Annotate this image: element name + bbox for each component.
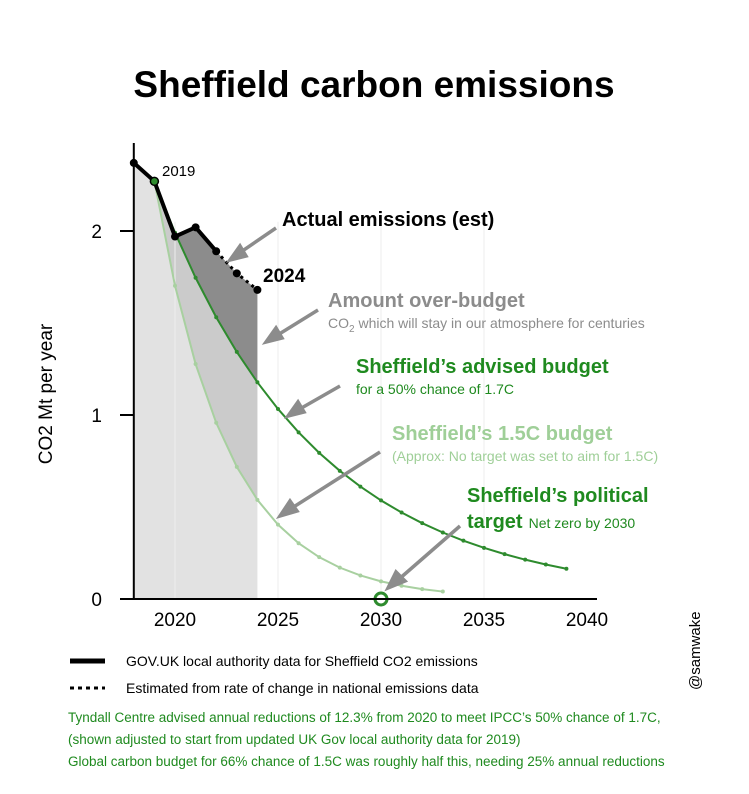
- annotation-overbudget-sub: CO2 which will stay in our atmosphere fo…: [328, 315, 645, 335]
- note-1: Tyndall Centre advised annual reductions…: [68, 710, 661, 725]
- arrow-head-15c: [275, 497, 300, 520]
- point-advised-2032: [420, 521, 425, 526]
- point-advised-2038: [543, 562, 548, 567]
- point-advised-2021: [193, 275, 198, 280]
- area-between-budgets: [154, 181, 258, 599]
- point-advised-2024: [255, 380, 260, 385]
- point-15c-2029: [358, 573, 363, 578]
- point-actual-2024: [253, 285, 262, 294]
- arrow-head-political: [384, 569, 409, 592]
- x-tick-label: 2035: [463, 610, 505, 631]
- point-advised-2029: [358, 484, 363, 489]
- point-advised-2030: [379, 498, 383, 503]
- point-advised-2039: [564, 566, 569, 571]
- legend-dotted-label: Estimated from rate of change in nationa…: [126, 680, 479, 696]
- y-axis-label: CO2 Mt per year: [36, 323, 57, 464]
- point-advised-2022: [214, 315, 219, 320]
- arrow-actual: [237, 226, 277, 256]
- annotation-advised-sub: for a 50% chance of 1.7C: [356, 381, 514, 397]
- point-advised-2035: [482, 545, 486, 550]
- x-tick-label: 2025: [257, 610, 299, 631]
- point-advised-2026: [296, 430, 301, 435]
- point-15c-2022: [214, 420, 219, 425]
- annotation-political-title: Sheffield’s political: [467, 485, 649, 507]
- point-advised-2025: [276, 406, 280, 411]
- area-over-budget: [175, 227, 258, 383]
- point-15c-2023: [234, 464, 239, 469]
- point-15c-2020: [173, 283, 177, 288]
- x-tick-label: 2030: [360, 610, 402, 631]
- point-15c-2033: [440, 589, 445, 594]
- arrow-head-overbudget: [261, 324, 285, 345]
- label-2019: 2019: [162, 163, 195, 180]
- point-15c-2021: [193, 362, 198, 367]
- note-2: (shown adjusted to start from updated UK…: [68, 732, 521, 747]
- note-3: Global carbon budget for 66% chance of 1…: [68, 754, 665, 769]
- annotation-overbudget-title: Amount over-budget: [328, 290, 525, 312]
- annotation-actual: Actual emissions (est): [282, 209, 494, 231]
- point-advised-2037: [523, 557, 528, 562]
- arrow-15c: [291, 450, 381, 510]
- legend: GOV.UK local authority data for Sheffiel…: [70, 653, 479, 696]
- arrow-advised: [297, 384, 341, 412]
- annotation-15c-sub: (Approx: No target was set to aim for 1.…: [392, 448, 658, 464]
- label-2024: 2024: [263, 266, 306, 287]
- point-actual-2023: [232, 269, 241, 278]
- credit: @samwake: [687, 611, 704, 690]
- point-actual-2019: [149, 176, 160, 187]
- point-advised-2023: [234, 349, 239, 354]
- arrow-head-advised: [283, 398, 307, 419]
- point-actual-2020: [171, 232, 179, 241]
- arrow-political: [396, 524, 462, 582]
- point-actual-2022: [212, 247, 221, 256]
- y-tick-label: 1: [91, 406, 102, 427]
- point-advised-2031: [399, 510, 404, 515]
- point-actual-2021: [191, 223, 200, 232]
- annotation-political-target: target Net zero by 2030: [467, 511, 635, 533]
- point-15c-2032: [420, 587, 425, 592]
- x-tick-label: 2020: [154, 610, 196, 631]
- point-advised-2036: [502, 552, 507, 557]
- point-15c-2031: [399, 583, 404, 588]
- point-15c-2028: [337, 565, 342, 570]
- arrow-head-actual: [225, 242, 249, 263]
- point-15c-2026: [296, 541, 301, 546]
- y-tick-label: 2: [91, 222, 102, 243]
- arrow-overbudget: [275, 308, 319, 338]
- point-15c-2030: [379, 579, 383, 584]
- point-advised-2034: [461, 538, 466, 543]
- annotation-15c-title: Sheffield’s 1.5C budget: [392, 423, 613, 445]
- point-advised-2033: [440, 530, 445, 535]
- y-tick-label: 0: [91, 590, 102, 611]
- point-advised-2028: [337, 468, 342, 473]
- legend-solid-label: GOV.UK local authority data for Sheffiel…: [126, 653, 478, 669]
- x-tick-label: 2040: [566, 610, 608, 631]
- point-15c-2024: [255, 497, 260, 502]
- annotation-advised-title: Sheffield’s advised budget: [356, 356, 609, 378]
- chart-title: Sheffield carbon emissions: [133, 64, 614, 105]
- point-15c-2025: [276, 522, 280, 527]
- point-advised-2027: [317, 450, 322, 455]
- point-15c-2027: [317, 555, 322, 560]
